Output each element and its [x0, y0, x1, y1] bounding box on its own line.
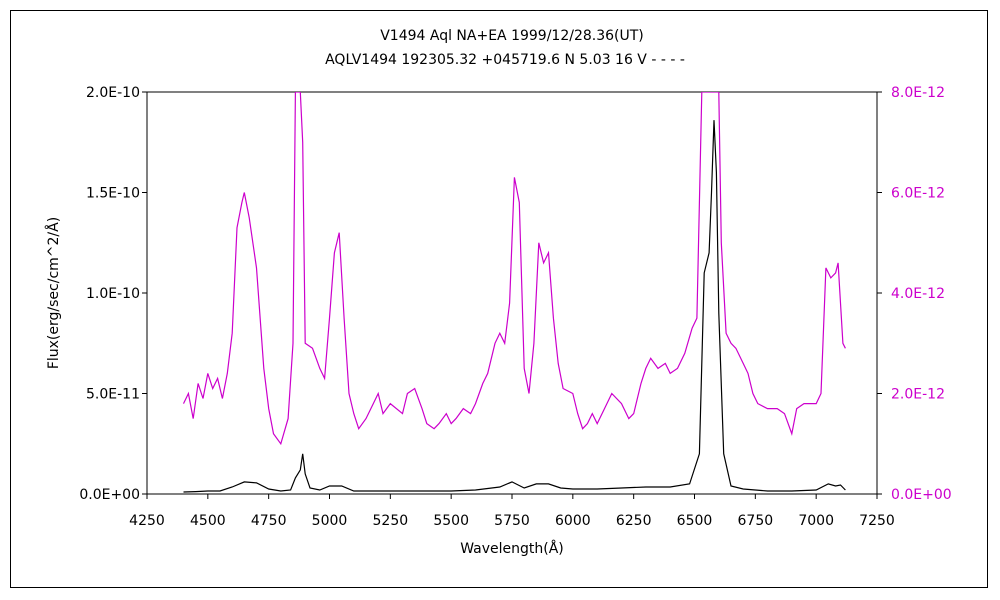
- x-tick-label: 7250: [859, 513, 895, 529]
- plot-area: [146, 91, 878, 495]
- x-axis-label: Wavelength(Å): [460, 540, 564, 557]
- y-left-tick-label: 5.0E-11: [86, 387, 140, 403]
- series-layer: [182, 92, 846, 493]
- y-left-tick-label: 1.5E-10: [86, 186, 140, 202]
- x-tick-label: 6750: [738, 513, 774, 529]
- series-line-left-axis: [183, 120, 846, 493]
- x-tick-label: 4250: [129, 513, 165, 529]
- y-right-tick-label: 8.0E-12: [891, 85, 945, 101]
- y-right-tick-label: 2.0E-12: [891, 387, 945, 403]
- y-right-tick-label: 6.0E-12: [891, 186, 945, 202]
- x-tick-label: 5500: [433, 513, 469, 529]
- y-axis-label: Flux(erg/sec/cm^2/Å): [45, 217, 62, 369]
- x-tick-label: 7000: [798, 513, 834, 529]
- y-right-tick-label: 0.0E+00: [891, 487, 952, 503]
- y-left-tick-label: 0.0E+00: [79, 487, 140, 503]
- y-left-axis-ticks: 0.0E+00 5.0E-11 1.0E-10 1.5E-10 2.0E-10: [79, 85, 147, 503]
- x-tick-label: 5000: [312, 513, 348, 529]
- x-tick-label: 5250: [373, 513, 409, 529]
- x-tick-label: 6000: [555, 513, 591, 529]
- y-right-axis-ticks: 0.0E+00 2.0E-12 4.0E-12 6.0E-12 8.0E-12: [877, 85, 952, 503]
- x-axis-ticks: 4250 4500 4750 5000 5250 5500 5750 6000 6250 6500…: [129, 494, 895, 529]
- x-tick-label: 6250: [616, 513, 652, 529]
- y-left-tick-label: 1.0E-10: [86, 286, 140, 302]
- y-left-tick-label: 2.0E-10: [86, 85, 140, 101]
- chart-subtitle: AQLV1494 192305.32 +045719.6 N 5.03 16 V…: [325, 52, 685, 68]
- x-tick-label: 5750: [494, 513, 530, 529]
- chart-title: V1494 Aql NA+EA 1999/12/28.36(UT): [380, 28, 644, 44]
- series-line-right-axis: [182, 92, 846, 446]
- x-tick-label: 4500: [190, 513, 226, 529]
- x-tick-label: 6500: [677, 513, 713, 529]
- x-tick-label: 4750: [251, 513, 287, 529]
- chart-frame: [10, 10, 988, 588]
- y-right-tick-label: 4.0E-12: [891, 286, 945, 302]
